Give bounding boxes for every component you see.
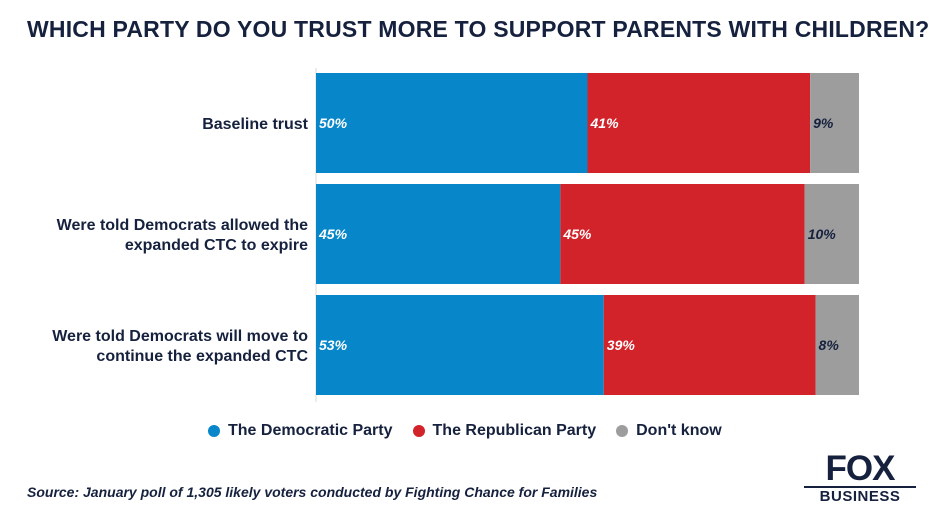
fox-business-logo: FOX BUSINESS bbox=[804, 449, 916, 508]
legend-label-democratic: The Democratic Party bbox=[228, 422, 393, 439]
category-label-row-1-line-1: Baseline trust bbox=[202, 116, 308, 133]
value-label-dont-know-row-3: 8% bbox=[819, 337, 840, 353]
legend-swatch-dont-know bbox=[616, 425, 629, 437]
value-label-democratic-row-3: 53% bbox=[319, 337, 348, 353]
legend-swatch-democratic bbox=[208, 425, 220, 437]
chart-title: WHICH PARTY DO YOU TRUST MORE TO SUPPORT… bbox=[27, 16, 930, 42]
bar-republican-row-3 bbox=[603, 295, 816, 395]
bar-democratic-row-1 bbox=[316, 73, 588, 173]
bar-democratic-row-2 bbox=[316, 184, 561, 284]
bar-republican-row-1 bbox=[587, 73, 811, 173]
legend: The Democratic Party The Republican Part… bbox=[208, 422, 722, 440]
legend-item-democratic: The Democratic Party bbox=[208, 422, 393, 440]
value-label-republican-row-3: 39% bbox=[607, 337, 636, 353]
bar-democratic-row-3 bbox=[316, 295, 604, 395]
stacked-bar-chart: 50% 41% 9% Baseline trust 45% 45% 10% Were told… bbox=[52, 68, 859, 402]
value-label-democratic-row-2: 45% bbox=[318, 226, 348, 242]
category-label-row-3-line-1: Were told Democrats will move to bbox=[52, 328, 308, 345]
logo-business-text: BUSINESS bbox=[804, 486, 916, 506]
bar-dont-know-row-3 bbox=[815, 295, 859, 395]
logo-fox-text: FOX bbox=[825, 449, 896, 488]
source-note: Source: January poll of 1,305 likely vot… bbox=[27, 484, 598, 500]
bar-republican-row-2 bbox=[560, 184, 805, 284]
value-label-dont-know-row-2: 10% bbox=[808, 226, 837, 242]
legend-item-dont-know: Don't know bbox=[616, 422, 722, 440]
value-label-republican-row-1: 41% bbox=[590, 115, 620, 131]
category-label-row-3-line-2: continue the expanded CTC bbox=[96, 348, 308, 365]
category-label-row-2-line-1: Were told Democrats allowed the bbox=[57, 217, 308, 234]
category-label-row-2-line-2: expanded CTC to expire bbox=[125, 237, 308, 254]
bar-dont-know-row-2 bbox=[804, 184, 859, 284]
value-label-dont-know-row-1: 9% bbox=[813, 115, 834, 131]
value-label-republican-row-2: 45% bbox=[562, 226, 592, 242]
bar-dont-know-row-1 bbox=[810, 73, 859, 173]
legend-swatch-republican bbox=[412, 425, 425, 437]
legend-label-republican: The Republican Party bbox=[432, 422, 597, 439]
value-label-democratic-row-1: 50% bbox=[319, 115, 348, 131]
legend-item-republican: The Republican Party bbox=[412, 422, 597, 440]
legend-label-dont-know: Don't know bbox=[636, 422, 722, 439]
